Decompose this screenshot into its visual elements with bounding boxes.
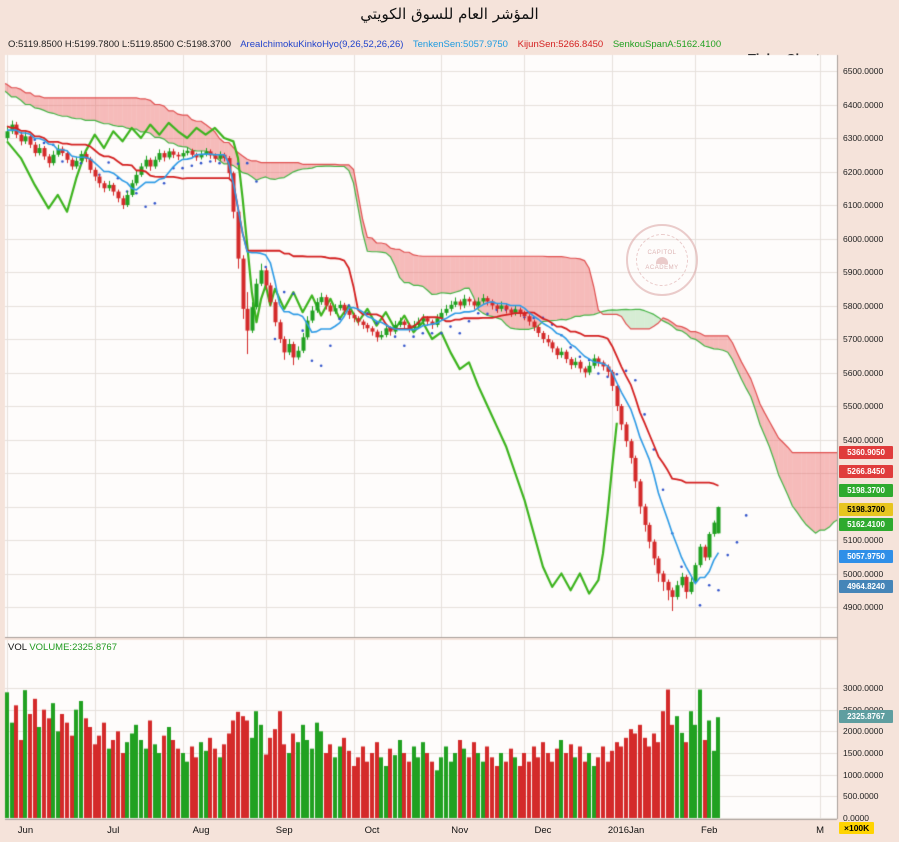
capitol-dome-icon <box>656 256 668 264</box>
watermark-line2: ACADEMY <box>645 264 679 271</box>
capitol-academy-watermark: CAPITOL ACADEMY <box>626 224 698 296</box>
volume-readout: VOLUME:2325.8767 <box>29 642 117 653</box>
watermark-seal: CAPITOL ACADEMY <box>636 234 688 286</box>
watermark-line1: CAPITOL <box>647 249 677 256</box>
vol-label: VOL <box>8 642 27 653</box>
volume-legend: VOL VOLUME:2325.8767 <box>8 642 117 653</box>
